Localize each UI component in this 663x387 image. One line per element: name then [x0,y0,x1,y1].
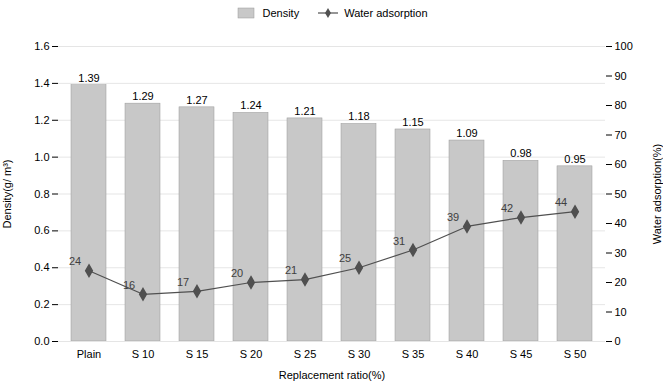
html-text:Density: Density [262,7,300,19]
svg-text:S 15: S 15 [186,348,209,360]
svg-text:0.6: 0.6 [34,224,49,236]
svg-text:0.8: 0.8 [34,188,49,200]
svg-text:1.21: 1.21 [294,105,315,117]
svg-text:60: 60 [615,158,627,170]
svg-text:1.18: 1.18 [348,110,369,122]
svg-text:100: 100 [615,40,633,52]
svg-text:80: 80 [615,99,627,111]
svg-text:0.0: 0.0 [34,335,49,347]
svg-text:39: 39 [447,211,459,223]
svg-text:24: 24 [69,255,81,267]
svg-text:42: 42 [501,202,513,214]
svg-text:16: 16 [123,279,135,291]
svg-text:1.39: 1.39 [78,72,99,84]
svg-text:0: 0 [615,335,621,347]
svg-text:S 10: S 10 [132,348,155,360]
svg-text:1.15: 1.15 [402,116,423,128]
svg-text:1.6: 1.6 [34,40,49,52]
html-text:Water adsorption: Water adsorption [344,7,428,19]
svg-text:1.09: 1.09 [456,127,477,139]
svg-text:70: 70 [615,129,627,141]
svg-text:1.2: 1.2 [34,114,49,126]
svg-text:S 50: S 50 [564,348,587,360]
svg-text:40: 40 [615,217,627,229]
svg-text:0.2: 0.2 [34,298,49,310]
svg-text:10: 10 [615,306,627,318]
svg-text:Replacement ratio(%): Replacement ratio(%) [279,369,385,381]
svg-text:25: 25 [339,252,351,264]
svg-text:0.98: 0.98 [510,147,531,159]
svg-text:20: 20 [231,267,243,279]
svg-text:1.4: 1.4 [34,77,49,89]
svg-text:20: 20 [615,276,627,288]
svg-text:S 20: S 20 [240,348,263,360]
svg-text:Density(g/ m³): Density(g/ m³) [1,159,13,228]
svg-text:S 40: S 40 [456,348,479,360]
svg-text:50: 50 [615,188,627,200]
svg-text:44: 44 [555,196,567,208]
svg-text:0.4: 0.4 [34,261,49,273]
svg-text:0.95: 0.95 [564,153,585,165]
svg-text:S 45: S 45 [510,348,533,360]
svg-text:90: 90 [615,70,627,82]
svg-text:30: 30 [615,247,627,259]
svg-text:Plain: Plain [77,348,101,360]
svg-text:17: 17 [177,276,189,288]
svg-text:1.0: 1.0 [34,151,49,163]
svg-text:31: 31 [393,235,405,247]
svg-text:Water adsorption(%): Water adsorption(%) [651,144,663,244]
svg-text:21: 21 [285,264,297,276]
svg-text:S 25: S 25 [294,348,317,360]
svg-text:S 35: S 35 [402,348,425,360]
svg-text:1.27: 1.27 [186,94,207,106]
svg-text:1.24: 1.24 [240,99,261,111]
svg-text:1.29: 1.29 [132,90,153,102]
svg-text:S 30: S 30 [348,348,371,360]
